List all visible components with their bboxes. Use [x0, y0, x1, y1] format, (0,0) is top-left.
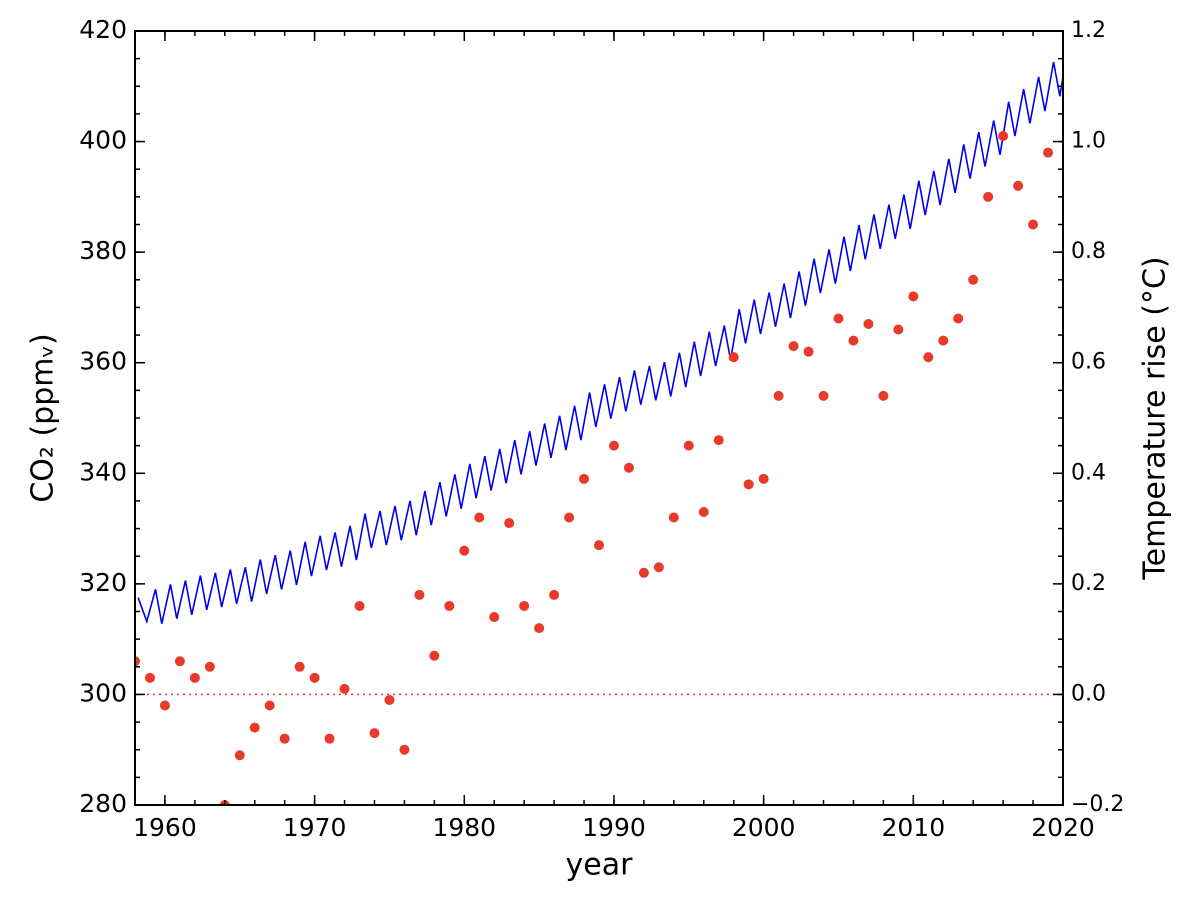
x-tick-label: 1970 [283, 813, 347, 842]
temperature-point [758, 473, 769, 484]
temperature-point [264, 700, 275, 711]
temperature-point [698, 506, 709, 517]
temperature-point [384, 694, 395, 705]
temperature-point [683, 440, 694, 451]
temperature-point [174, 656, 185, 667]
y-tick-label: 280 [79, 789, 127, 818]
temperature-point [504, 518, 515, 529]
temperature-point [818, 390, 829, 401]
temperature-point [369, 728, 380, 739]
temperature-point [549, 589, 560, 600]
temperature-point [399, 744, 410, 755]
temperature-point [743, 479, 754, 490]
temperature-point [489, 612, 500, 623]
temperature-point [713, 435, 724, 446]
temperature-point [279, 733, 290, 744]
x-tick-label: 1960 [133, 813, 197, 842]
temperature-point [953, 313, 964, 324]
y-axis-label: CO₂ (ppmᵥ) [26, 333, 61, 502]
temperature-point [803, 346, 814, 357]
temperature-point [728, 352, 739, 363]
x-tick-label: 1980 [432, 813, 496, 842]
temperature-point [234, 750, 245, 761]
temperature-point [519, 600, 530, 611]
temperature-point [908, 291, 919, 302]
temperature-point [923, 352, 934, 363]
temperature-point [324, 733, 335, 744]
temperature-point [579, 473, 590, 484]
y2-tick-label: 0.0 [1071, 681, 1106, 706]
temperature-point [938, 335, 949, 346]
temperature-point [863, 319, 874, 330]
x-axis-label: year [566, 848, 634, 883]
y-tick-label: 400 [79, 126, 127, 155]
temperature-point [159, 700, 170, 711]
temperature-point [773, 390, 784, 401]
y-tick-label: 360 [79, 347, 127, 376]
temperature-point [998, 131, 1009, 142]
temperature-point [354, 600, 365, 611]
x-tick-label: 2010 [882, 813, 946, 842]
temperature-point [968, 274, 979, 285]
temperature-point [893, 324, 904, 335]
temperature-point [608, 440, 619, 451]
temperature-point [983, 191, 994, 202]
temperature-point [135, 656, 140, 667]
x-tick-label: 2000 [732, 813, 796, 842]
temperature-point [1013, 180, 1024, 191]
temperature-point [653, 562, 664, 573]
temperature-point [249, 722, 260, 733]
plot-area [135, 61, 1063, 805]
temperature-point [594, 540, 604, 551]
temperature-point [339, 683, 350, 694]
y2-tick-label: −0.2 [1071, 792, 1124, 817]
temperature-point [474, 512, 485, 523]
x-tick-label: 1990 [582, 813, 646, 842]
temperature-point [309, 672, 320, 683]
y2-tick-label: 0.6 [1071, 350, 1106, 375]
temperature-point [1028, 219, 1039, 230]
temperature-point [459, 545, 470, 556]
temperature-point [623, 462, 634, 473]
temperature-point [878, 390, 889, 401]
temperature-point [638, 567, 649, 578]
temperature-point [788, 341, 799, 352]
temperature-point [848, 335, 859, 346]
temperature-point [294, 661, 305, 672]
temperature-point [429, 650, 440, 661]
temperature-point [564, 512, 575, 523]
y2-tick-label: 0.4 [1071, 460, 1106, 485]
temperature-point [1043, 147, 1054, 158]
y2-tick-label: 0.8 [1071, 239, 1106, 264]
x-tick-label: 2020 [1031, 813, 1095, 842]
plot-frame [134, 30, 1064, 806]
y-tick-label: 420 [79, 15, 127, 44]
y-tick-label: 300 [79, 678, 127, 707]
temperature-point [414, 589, 425, 600]
temperature-point [833, 313, 844, 324]
y2-axis-label: Temperature rise (°C) [1138, 256, 1173, 580]
y2-tick-label: 0.2 [1071, 571, 1106, 596]
temperature-point [534, 623, 545, 634]
temperature-point [444, 600, 455, 611]
temperature-point [189, 672, 200, 683]
temperature-point [144, 672, 155, 683]
y-tick-label: 380 [79, 236, 127, 265]
y2-tick-label: 1.2 [1071, 18, 1106, 43]
temperature-point [668, 512, 679, 523]
y-tick-label: 320 [79, 568, 127, 597]
y-tick-label: 340 [79, 457, 127, 486]
y2-tick-label: 1.0 [1071, 129, 1106, 154]
temperature-point [204, 661, 215, 672]
co2-line [137, 61, 1063, 625]
